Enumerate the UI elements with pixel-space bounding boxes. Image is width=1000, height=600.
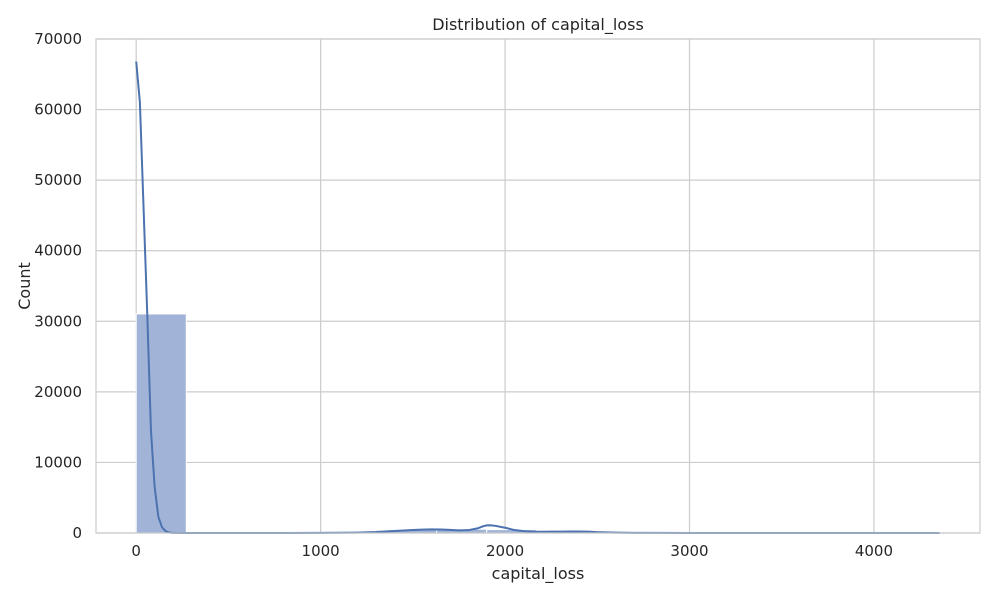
chart-title: Distribution of capital_loss bbox=[432, 15, 644, 35]
y-tick-label: 40000 bbox=[34, 242, 82, 260]
histogram-bar bbox=[135, 313, 187, 534]
y-axis-label: Count bbox=[15, 262, 34, 310]
y-tick-label: 30000 bbox=[34, 312, 82, 330]
histogram-bars bbox=[135, 313, 941, 534]
grid-lines bbox=[96, 38, 980, 534]
plot-border bbox=[95, 38, 981, 534]
y-axis-ticks: 0 10000 20000 30000 40000 50000 60000 70000 bbox=[34, 30, 82, 542]
x-tick-label: 3000 bbox=[670, 542, 708, 560]
y-tick-label: 70000 bbox=[34, 30, 82, 48]
x-tick-label: 2000 bbox=[486, 542, 524, 560]
kde-curve-line bbox=[135, 61, 940, 534]
x-tick-label: 0 bbox=[131, 542, 141, 560]
axes-frame bbox=[95, 38, 981, 534]
x-axis-ticks: 0 1000 2000 3000 4000 bbox=[131, 542, 893, 560]
y-tick-label: 10000 bbox=[34, 453, 82, 471]
x-axis-label: capital_loss bbox=[492, 564, 585, 584]
x-tick-label: 4000 bbox=[855, 542, 893, 560]
y-tick-label: 50000 bbox=[34, 171, 82, 189]
y-tick-label: 60000 bbox=[34, 101, 82, 119]
y-tick-label: 20000 bbox=[34, 383, 82, 401]
y-tick-label: 0 bbox=[72, 524, 82, 542]
x-tick-label: 1000 bbox=[302, 542, 340, 560]
